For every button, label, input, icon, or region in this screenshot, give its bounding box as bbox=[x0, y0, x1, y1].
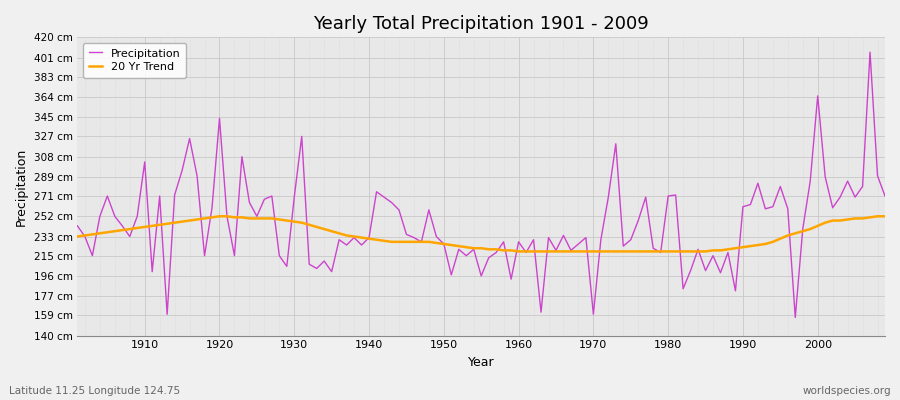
Text: worldspecies.org: worldspecies.org bbox=[803, 386, 891, 396]
Precipitation bbox=[865, 50, 876, 55]
20 Yr Trend bbox=[528, 249, 539, 254]
Precipitation bbox=[513, 240, 524, 244]
Precipitation bbox=[296, 134, 307, 139]
Precipitation bbox=[72, 224, 83, 228]
20 Yr Trend bbox=[214, 214, 225, 219]
Legend: Precipitation, 20 Yr Trend: Precipitation, 20 Yr Trend bbox=[83, 43, 186, 78]
20 Yr Trend bbox=[348, 234, 359, 239]
Precipitation bbox=[603, 195, 614, 200]
20 Yr Trend bbox=[879, 214, 890, 219]
Title: Yearly Total Precipitation 1901 - 2009: Yearly Total Precipitation 1901 - 2009 bbox=[313, 15, 649, 33]
Precipitation bbox=[506, 277, 517, 282]
Precipitation bbox=[879, 194, 890, 198]
Precipitation bbox=[131, 214, 142, 219]
20 Yr Trend bbox=[521, 249, 532, 254]
20 Yr Trend bbox=[304, 222, 315, 227]
Line: Precipitation: Precipitation bbox=[77, 52, 885, 318]
X-axis label: Year: Year bbox=[468, 356, 494, 369]
Precipitation bbox=[790, 315, 801, 320]
20 Yr Trend bbox=[618, 249, 629, 254]
20 Yr Trend bbox=[513, 249, 524, 254]
Line: 20 Yr Trend: 20 Yr Trend bbox=[77, 216, 885, 252]
Precipitation bbox=[341, 243, 352, 248]
Y-axis label: Precipitation: Precipitation bbox=[15, 147, 28, 226]
20 Yr Trend bbox=[131, 226, 142, 230]
20 Yr Trend bbox=[72, 234, 83, 239]
Text: Latitude 11.25 Longitude 124.75: Latitude 11.25 Longitude 124.75 bbox=[9, 386, 180, 396]
